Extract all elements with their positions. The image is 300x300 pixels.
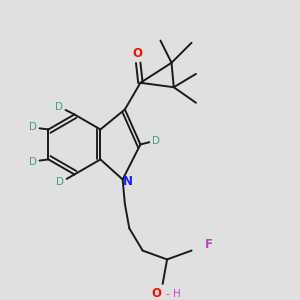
Text: O: O (151, 287, 161, 300)
Text: D: D (152, 136, 160, 146)
Text: F: F (205, 238, 213, 251)
Text: D: D (56, 177, 64, 187)
Text: O: O (132, 47, 142, 60)
Text: D: D (55, 102, 63, 112)
Text: D: D (29, 157, 37, 167)
Text: N: N (123, 175, 133, 188)
Text: - H: - H (167, 289, 181, 299)
Text: D: D (29, 122, 37, 132)
